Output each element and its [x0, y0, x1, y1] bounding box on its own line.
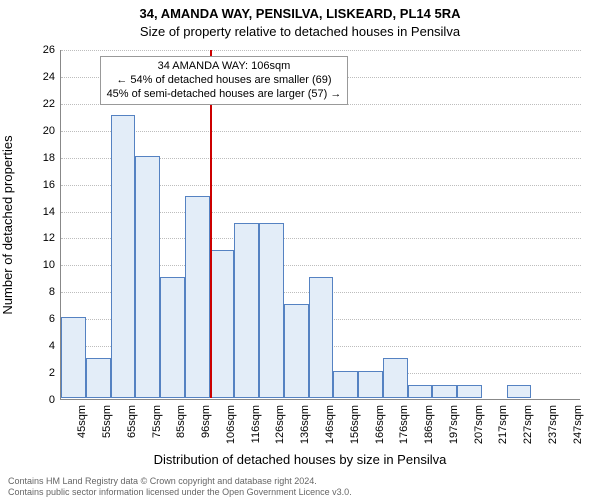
histogram-bar: [358, 371, 383, 398]
x-tick-label: 207sqm: [473, 405, 485, 444]
histogram-bar: [259, 223, 284, 398]
x-tick-label: 85sqm: [175, 405, 187, 438]
y-tick-label: 2: [25, 367, 55, 379]
y-tick-label: 16: [25, 179, 55, 191]
histogram-bar: [234, 223, 259, 398]
plot-region: 34 AMANDA WAY: 106sqm← 54% of detached h…: [60, 50, 580, 400]
x-tick-label: 96sqm: [200, 405, 212, 438]
y-tick-label: 22: [25, 98, 55, 110]
x-tick-label: 197sqm: [448, 405, 460, 444]
histogram-bar: [408, 385, 433, 398]
x-tick-label: 247sqm: [572, 405, 584, 444]
y-tick-label: 20: [25, 125, 55, 137]
y-tick-label: 8: [25, 286, 55, 298]
histogram-bar: [457, 385, 482, 398]
y-tick-label: 10: [25, 259, 55, 271]
x-tick-label: 136sqm: [299, 405, 311, 444]
y-tick-label: 6: [25, 313, 55, 325]
histogram-bar: [309, 277, 334, 398]
x-tick-label: 45sqm: [76, 405, 88, 438]
x-tick-label: 126sqm: [274, 405, 286, 444]
histogram-bar: [86, 358, 111, 398]
histogram-chart: 34 AMANDA WAY: 106sqm← 54% of detached h…: [60, 50, 580, 400]
gridline: [61, 131, 581, 132]
annotation-line: 34 AMANDA WAY: 106sqm: [107, 60, 342, 74]
histogram-bar: [507, 385, 532, 398]
x-tick-label: 166sqm: [374, 405, 386, 444]
histogram-bar: [432, 385, 457, 398]
page-subtitle: Size of property relative to detached ho…: [0, 22, 600, 40]
footer-line-2: Contains public sector information licen…: [8, 487, 592, 497]
x-tick-label: 55sqm: [101, 405, 113, 438]
annotation-box: 34 AMANDA WAY: 106sqm← 54% of detached h…: [100, 56, 349, 105]
x-tick-label: 106sqm: [225, 405, 237, 444]
x-tick-label: 176sqm: [398, 405, 410, 444]
y-tick-label: 12: [25, 232, 55, 244]
y-tick-label: 18: [25, 152, 55, 164]
x-tick-label: 116sqm: [250, 405, 262, 443]
x-tick-label: 156sqm: [349, 405, 361, 444]
histogram-bar: [333, 371, 358, 398]
histogram-bar: [210, 250, 235, 398]
histogram-bar: [160, 277, 185, 398]
x-tick-label: 65sqm: [126, 405, 138, 438]
histogram-bar: [284, 304, 309, 398]
y-tick-label: 24: [25, 71, 55, 83]
histogram-bar: [111, 115, 136, 398]
annotation-line: 45% of semi-detached houses are larger (…: [107, 88, 342, 102]
x-tick-label: 217sqm: [497, 405, 509, 444]
histogram-bar: [185, 196, 210, 398]
attribution-footer: Contains HM Land Registry data © Crown c…: [8, 476, 592, 497]
gridline: [61, 50, 581, 51]
footer-line-1: Contains HM Land Registry data © Crown c…: [8, 476, 592, 486]
annotation-line: ← 54% of detached houses are smaller (69…: [107, 74, 342, 88]
x-tick-label: 186sqm: [423, 405, 435, 444]
y-tick-label: 4: [25, 340, 55, 352]
page-title: 34, AMANDA WAY, PENSILVA, LISKEARD, PL14…: [0, 0, 600, 22]
y-tick-label: 14: [25, 206, 55, 218]
x-tick-label: 146sqm: [324, 405, 336, 444]
x-axis-label: Distribution of detached houses by size …: [0, 452, 600, 467]
y-tick-label: 0: [25, 394, 55, 406]
histogram-bar: [61, 317, 86, 398]
y-axis-label: Number of detached properties: [0, 135, 15, 314]
histogram-bar: [383, 358, 408, 398]
y-tick-label: 26: [25, 44, 55, 56]
x-tick-label: 75sqm: [151, 405, 163, 438]
histogram-bar: [135, 156, 160, 398]
x-tick-label: 227sqm: [522, 405, 534, 444]
x-tick-label: 237sqm: [547, 405, 559, 444]
